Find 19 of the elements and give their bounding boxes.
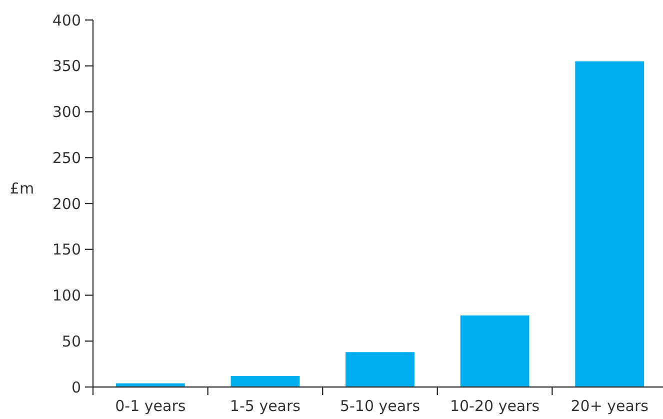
y-tick-label: 150: [52, 240, 81, 259]
y-tick-label: 0: [71, 378, 81, 396]
y-tick-label: 300: [52, 103, 81, 121]
y-axis-title: £m: [10, 180, 34, 198]
bar: [346, 352, 414, 387]
x-tick-label: 5-10 years: [340, 397, 420, 415]
bar: [575, 61, 644, 387]
y-tick-label: 250: [52, 148, 81, 167]
x-tick-label: 1-5 years: [230, 397, 301, 415]
y-tick-label: 400: [52, 11, 81, 30]
y-tick-label: 200: [52, 194, 81, 213]
y-tick-label: 50: [62, 332, 81, 350]
y-tick-label: 100: [52, 286, 81, 304]
x-tick-label: 0-1 years: [115, 397, 186, 415]
bar: [460, 315, 530, 387]
x-tick-label: 20+ years: [570, 397, 649, 415]
y-tick-label: 350: [52, 57, 81, 76]
bar: [230, 376, 300, 387]
x-tick-label: 10-20 years: [450, 397, 540, 415]
